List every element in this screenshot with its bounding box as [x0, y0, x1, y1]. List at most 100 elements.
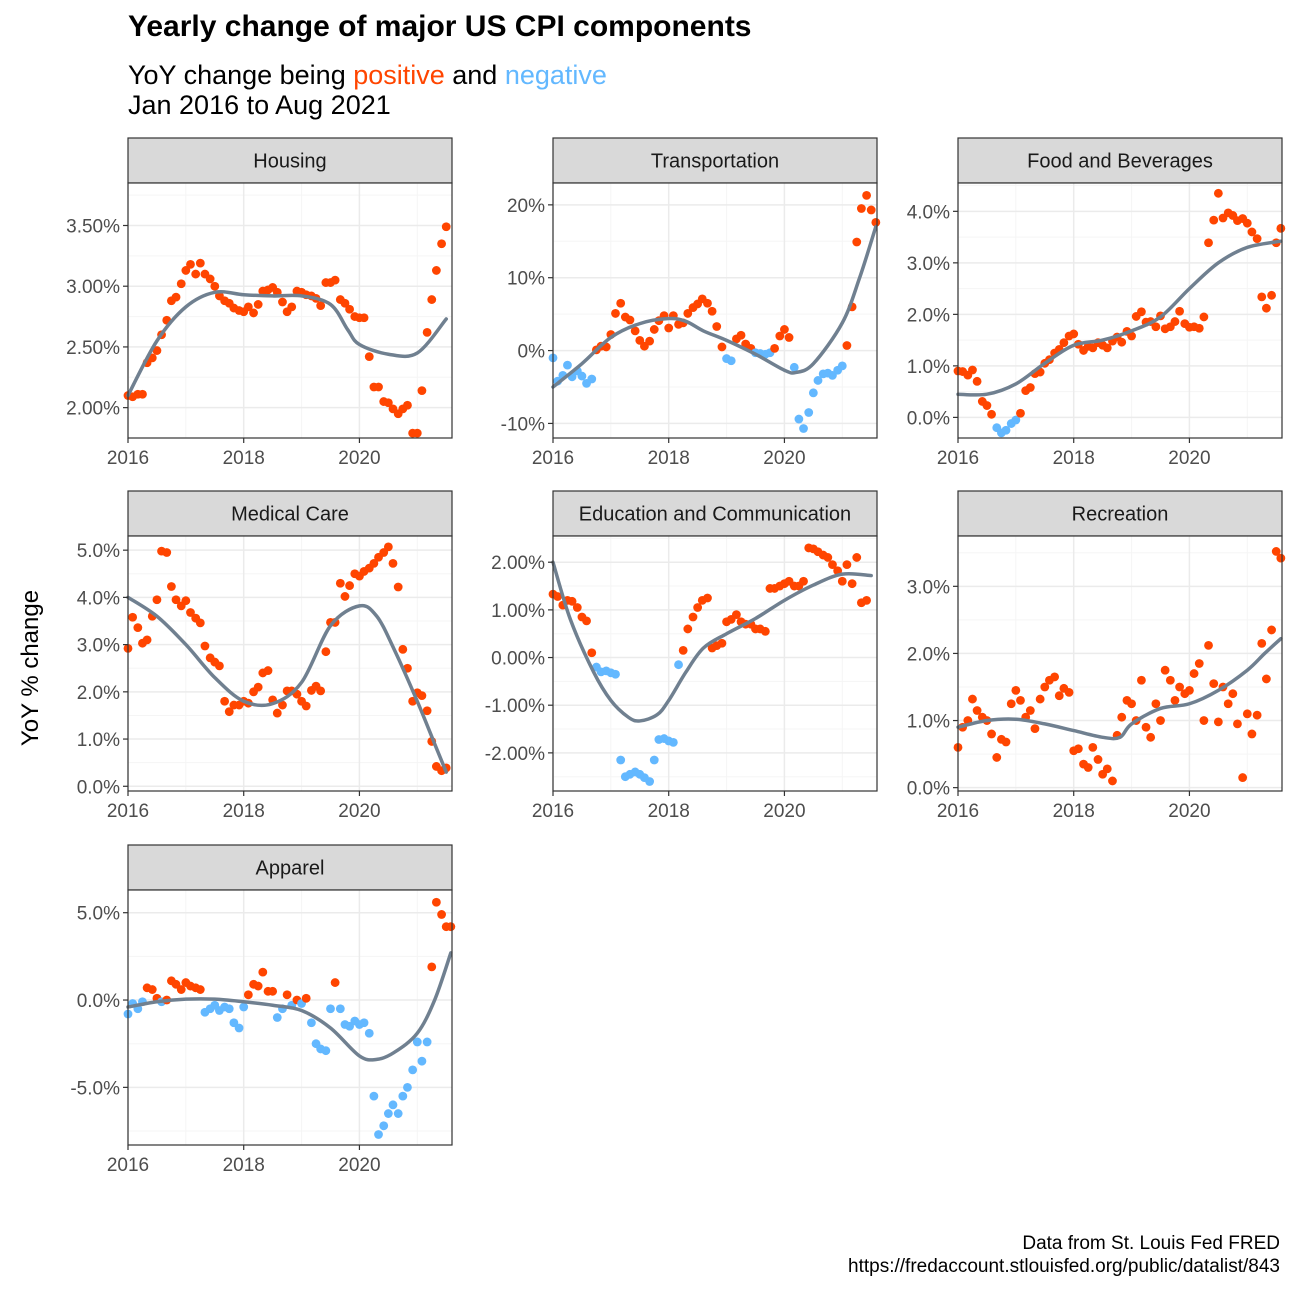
- data-point: [1035, 694, 1045, 704]
- data-point: [1261, 303, 1271, 313]
- chart-caption: Data from St. Louis Fed FRED https://fre…: [848, 1232, 1280, 1278]
- data-point: [142, 635, 152, 645]
- plot-area-recreation: [958, 536, 1282, 791]
- data-point: [1127, 331, 1136, 341]
- data-point: [1030, 724, 1040, 733]
- data-point: [1156, 716, 1165, 725]
- data-point: [340, 592, 350, 601]
- data-point: [1073, 744, 1083, 754]
- data-point: [1165, 675, 1175, 685]
- data-point: [417, 1056, 427, 1066]
- data-point: [422, 1037, 432, 1047]
- data-point: [195, 618, 205, 628]
- data-point: [1276, 223, 1286, 233]
- data-point: [1267, 290, 1276, 300]
- y-tick-label: 3.00%: [66, 277, 120, 298]
- data-point: [736, 330, 746, 340]
- data-point: [186, 608, 195, 617]
- data-point: [1247, 227, 1257, 237]
- y-tick-label: 2.0%: [907, 644, 950, 665]
- data-point: [215, 661, 224, 671]
- data-point: [703, 593, 712, 603]
- panel-border-housing: [127, 182, 453, 439]
- panel-border-apparel: [127, 889, 453, 1146]
- plot-area-education-and-communication: [553, 536, 877, 791]
- trend-line-food-and-beverages: [956, 239, 1283, 397]
- trend-line-apparel: [126, 951, 453, 1062]
- data-point: [359, 1018, 369, 1028]
- data-point: [567, 596, 577, 606]
- data-point: [1050, 672, 1060, 682]
- data-point: [842, 341, 852, 350]
- data-point: [804, 408, 814, 417]
- data-point: [1108, 776, 1117, 786]
- data-point: [1137, 675, 1146, 685]
- data-point: [243, 302, 253, 312]
- data-point: [1209, 679, 1219, 689]
- data-point: [253, 300, 263, 309]
- data-point: [987, 409, 996, 419]
- data-point: [1252, 234, 1262, 244]
- data-point: [1271, 547, 1281, 556]
- data-point: [403, 400, 412, 410]
- x-tick-label: 2018: [648, 448, 690, 469]
- data-point: [278, 297, 287, 307]
- data-point: [220, 696, 230, 706]
- data-point: [301, 993, 311, 1003]
- strip-food-and-beverages: [957, 137, 1283, 184]
- data-point: [572, 603, 582, 612]
- data-point: [780, 325, 789, 334]
- data-point: [128, 612, 138, 622]
- data-point: [326, 1004, 335, 1014]
- y-axis-label: YoY % change: [17, 590, 44, 746]
- x-tick-label: 2018: [1053, 448, 1095, 469]
- y-tick-label: 1.0%: [907, 712, 950, 733]
- y-tick-label: 10%: [507, 269, 545, 290]
- data-point: [837, 361, 847, 371]
- data-point: [1093, 755, 1103, 764]
- data-point: [383, 1109, 393, 1118]
- data-point: [1204, 640, 1213, 650]
- strip-label-food-and-beverages: Food and Beverages: [1027, 151, 1213, 173]
- data-point: [1233, 719, 1242, 729]
- data-point: [775, 331, 785, 341]
- y-tick-label: -2.00%: [485, 744, 545, 765]
- data-point: [417, 691, 427, 701]
- data-point: [162, 548, 172, 557]
- data-point: [1001, 737, 1011, 747]
- panel-medical-care: Medical Care 0.0% 1.0% 2.0% 3.0% 4.0% 5.0% 2016…: [77, 490, 453, 822]
- data-point: [707, 306, 717, 316]
- data-point: [1025, 383, 1035, 392]
- y-tick-label: 4.0%: [907, 202, 950, 223]
- y-tick-label: 2.50%: [66, 338, 120, 359]
- strip-label-housing: Housing: [253, 151, 326, 173]
- data-point: [249, 308, 258, 318]
- x-tick-label: 2016: [107, 1155, 149, 1176]
- data-point: [1011, 685, 1021, 695]
- data-point: [186, 259, 195, 269]
- data-point: [369, 1091, 379, 1101]
- x-tick-label: 2018: [223, 801, 265, 822]
- data-point: [403, 1082, 412, 1092]
- data-point: [611, 669, 620, 679]
- data-point: [152, 346, 162, 355]
- data-point: [422, 706, 432, 716]
- data-point: [224, 1004, 234, 1014]
- data-point: [1209, 215, 1219, 225]
- x-tick-label: 2020: [763, 448, 805, 469]
- data-point: [693, 603, 703, 612]
- data-point: [703, 298, 712, 308]
- data-point: [1083, 763, 1093, 772]
- data-point: [427, 962, 437, 972]
- strip-transportation: [552, 137, 878, 184]
- data-point: [307, 1018, 316, 1028]
- data-point: [799, 424, 808, 433]
- data-point: [1213, 188, 1223, 198]
- strip-label-medical-care: Medical Care: [231, 504, 349, 526]
- plot-area-apparel: [128, 890, 452, 1145]
- data-point: [1016, 408, 1025, 418]
- data-point: [383, 398, 393, 408]
- data-point: [1228, 689, 1238, 699]
- subtitle-positive-word: positive: [353, 60, 445, 90]
- data-point: [408, 1065, 418, 1075]
